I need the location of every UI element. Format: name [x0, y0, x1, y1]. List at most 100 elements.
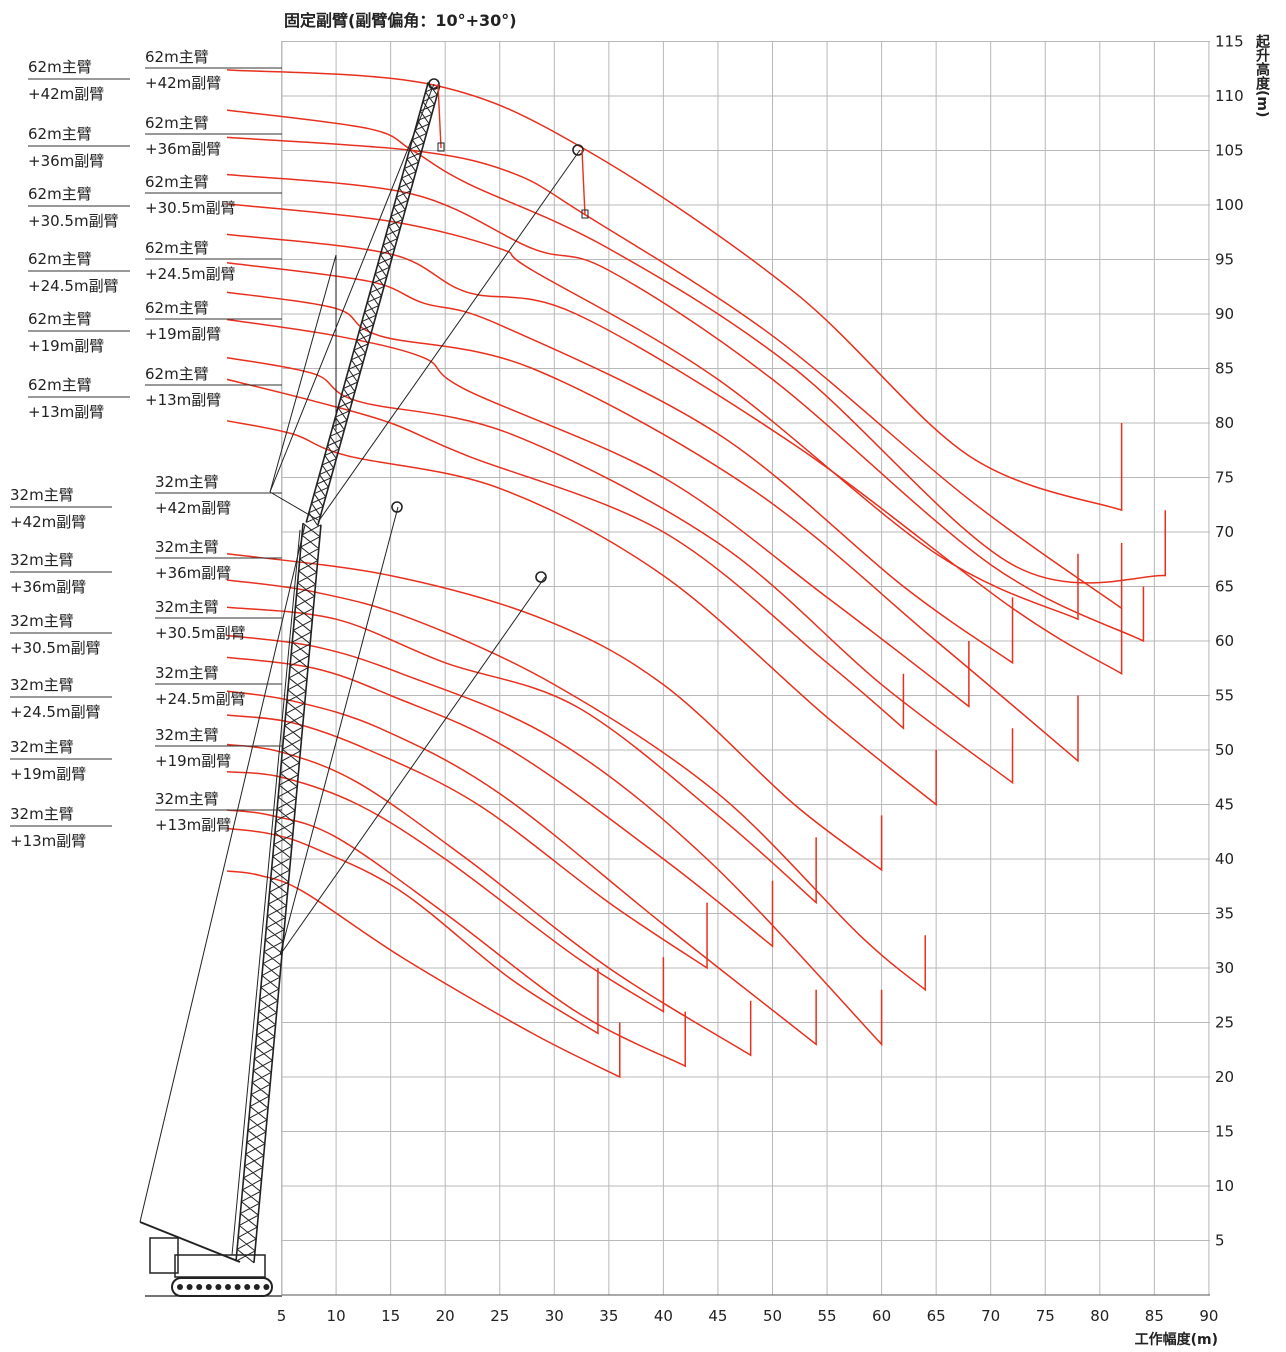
y-tick-label: 80	[1215, 414, 1234, 432]
height-curve-g32_42-30deg	[226, 579, 926, 992]
height-curve-g32_13-30deg	[226, 870, 621, 1079]
x-tick-label: 80	[1090, 1307, 1109, 1325]
y-tick-label: 55	[1215, 687, 1234, 705]
mid-label-g32_19-main: 32m主臂	[155, 726, 219, 744]
mid-label-g62_245-main: 62m主臂	[145, 239, 209, 257]
x-tick-label: 90	[1199, 1307, 1218, 1325]
height-curve-g32_36-10deg	[226, 606, 817, 905]
height-curve-g32_19-10deg	[226, 771, 665, 1013]
height-curve-g62_305-30deg	[226, 233, 1123, 676]
track-roller	[205, 1284, 212, 1290]
y-tick-label: 95	[1215, 251, 1234, 269]
mid-label-g62_19-main: 62m主臂	[145, 299, 209, 317]
hook-block	[581, 209, 589, 219]
mid-label-g62_13-main: 62m主臂	[145, 365, 209, 383]
height-curve-g62_36-10deg	[226, 136, 1123, 610]
main-boom-lower-lacing	[235, 522, 322, 1264]
y-tick-label: 15	[1215, 1123, 1234, 1141]
mid-label-g32_245-jib: +24.5m副臂	[155, 690, 246, 708]
y-axis-title: 起升高度(m)	[1254, 33, 1271, 117]
mid-label-g62_42-jib: +42m副臂	[145, 74, 221, 92]
mid-label-g62_305-jib: +30.5m副臂	[145, 199, 236, 217]
y-tick-label: 115	[1215, 33, 1244, 51]
height-curve-g32_19-30deg	[226, 809, 686, 1068]
left-label-g62_13-jib: +13m副臂	[28, 403, 104, 421]
x-tick-label: 65	[927, 1307, 946, 1325]
boom-tip-sheave	[572, 144, 584, 156]
y-tick-label: 65	[1215, 578, 1234, 596]
left-label-g62_245-jib: +24.5m副臂	[28, 277, 119, 295]
height-curve-g32_42-10deg	[226, 553, 883, 872]
x-tick-label: 85	[1145, 1307, 1164, 1325]
counterweight	[149, 1237, 179, 1274]
upper-body	[174, 1254, 266, 1278]
mid-label-g62_305-main: 62m主臂	[145, 173, 209, 191]
x-tick-label: 60	[872, 1307, 891, 1325]
height-curve-g62_13-10deg	[226, 378, 905, 730]
x-axis-title: 工作幅度(m)	[1135, 1331, 1218, 1348]
mid-label-g32_13-main: 32m主臂	[155, 790, 219, 808]
jib-line	[317, 149, 581, 523]
mid-label-g32_13-jib: +13m副臂	[155, 816, 231, 834]
x-tick-label: 45	[708, 1307, 727, 1325]
x-tick-label: 15	[381, 1307, 400, 1325]
mid-label-g32_245-main: 32m主臂	[155, 664, 219, 682]
track-roller	[225, 1284, 231, 1290]
left-label-g32_42-jib: +42m副臂	[10, 513, 86, 531]
x-axis-ticks: 5 10 15 20 25 30 35 40 45 50 55 60 65 70 75 80 85 90	[277, 1307, 1219, 1325]
height-curve-g32_305-30deg	[226, 690, 817, 1046]
left-label-g32_42-main: 32m主臂	[10, 486, 74, 504]
height-curve-g62_42-10deg	[226, 69, 1123, 512]
left-label-g32_13-jib: +13m副臂	[10, 832, 86, 850]
left-label-g62_13-main: 62m主臂	[28, 376, 92, 394]
track-roller	[244, 1284, 251, 1290]
x-tick-label: 55	[818, 1307, 837, 1325]
mid-label-g32_36-main: 32m主臂	[155, 538, 219, 556]
y-tick-label: 90	[1215, 305, 1234, 323]
left-label-g62_305-main: 62m主臂	[28, 185, 92, 203]
hook-line	[437, 83, 442, 149]
y-tick-label: 70	[1215, 523, 1234, 541]
left-label-g32_36-main: 32m主臂	[10, 551, 74, 569]
y-axis-ticks: 5 10 15 20 25 30 35 40 45 50 55 60 65 70 75 80 85 90 95 100…	[1215, 33, 1244, 1250]
pendant-line	[269, 491, 319, 521]
height-curve-g32_305-10deg	[226, 656, 774, 948]
hook-line	[581, 149, 586, 216]
jib-line	[279, 576, 546, 956]
mid-label-g62_36-main: 62m主臂	[145, 114, 209, 132]
y-tick-label: 10	[1215, 1177, 1234, 1195]
boom-tip-sheave	[391, 501, 403, 513]
jib-line	[279, 506, 399, 956]
height-curve-g62_19-30deg	[226, 356, 1014, 785]
track-roller	[263, 1284, 270, 1290]
mid-label-g62_19-jib: +19m副臂	[145, 325, 221, 343]
height-curve-g62_36-30deg	[226, 173, 1145, 643]
x-tick-label: 25	[490, 1307, 509, 1325]
height-curve-g62_245-30deg	[226, 291, 1079, 763]
boom-tip-sheave	[428, 78, 440, 90]
mid-label-g62_36-jib: +36m副臂	[145, 140, 221, 158]
height-curve-g32_245-10deg	[226, 714, 708, 970]
mid-label-g32_42-main: 32m主臂	[155, 473, 219, 491]
y-tick-label: 60	[1215, 632, 1234, 650]
height-curves	[226, 69, 1167, 1079]
x-tick-label: 75	[1036, 1307, 1055, 1325]
y-tick-label: 75	[1215, 469, 1234, 487]
mid-label-g62_13-jib: +13m副臂	[145, 391, 221, 409]
left-label-g62_19-main: 62m主臂	[28, 310, 92, 328]
track-roller	[196, 1284, 203, 1290]
y-tick-label: 40	[1215, 850, 1234, 868]
pendant-line	[139, 524, 306, 1223]
x-tick-label: 30	[545, 1307, 564, 1325]
mid-label-g32_36-jib: +36m副臂	[155, 564, 231, 582]
left-label-g32_36-jib: +36m副臂	[10, 578, 86, 596]
mid-label-g32_305-jib: +30.5m副臂	[155, 624, 246, 642]
crane-illustration	[139, 78, 589, 1297]
hook-block	[437, 142, 445, 152]
left-label-g62_19-jib: +19m副臂	[28, 337, 104, 355]
left-label-g62_42-jib: +42m副臂	[28, 85, 104, 103]
chart-title: 固定副臂(副臂偏角：10°+30°)	[284, 11, 517, 30]
y-tick-label: 45	[1215, 796, 1234, 814]
mid-label-g32_42-jib: +42m副臂	[155, 499, 231, 517]
